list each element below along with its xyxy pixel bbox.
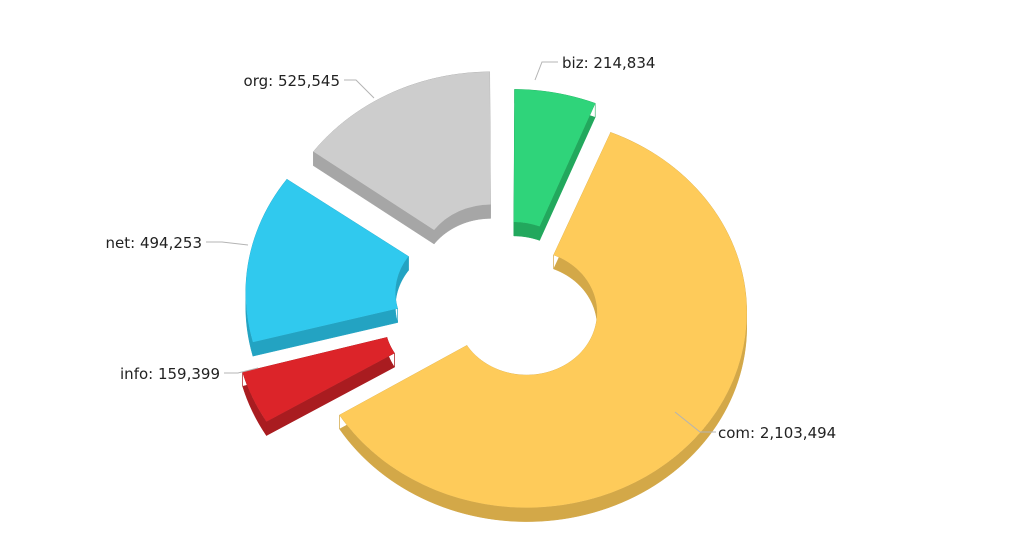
slice-biz[interactable] — [513, 89, 596, 227]
slice-net[interactable] — [245, 179, 409, 343]
leader-line-biz — [534, 61, 558, 81]
slice-com[interactable] — [339, 132, 747, 508]
label-biz: biz: 214,834 — [562, 54, 655, 72]
slice-info[interactable] — [242, 337, 395, 422]
leader-line-org — [344, 79, 375, 99]
leader-line-info — [224, 367, 259, 374]
label-org: org: 525,545 — [244, 72, 340, 90]
leader-line-com — [674, 411, 716, 433]
label-net: net: 494,253 — [106, 234, 202, 252]
label-com: com: 2,103,494 — [718, 424, 836, 442]
label-info: info: 159,399 — [120, 365, 220, 383]
slice-org[interactable] — [313, 71, 491, 230]
label-layer: biz: 214,834 com: 2,103,494 info: 159,399 n… — [106, 54, 837, 442]
slice-top-layer — [242, 71, 747, 508]
leader-line-net — [206, 241, 249, 246]
